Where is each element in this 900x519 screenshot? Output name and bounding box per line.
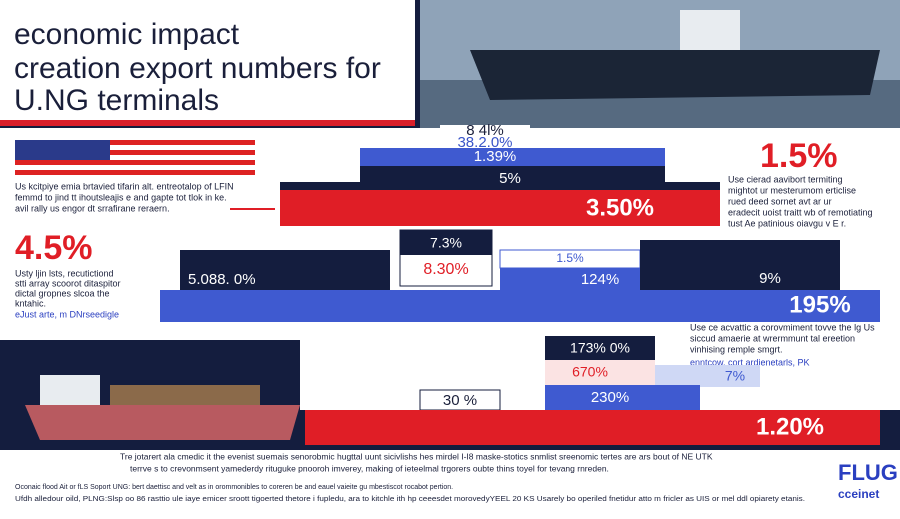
- stat-line: eJust arte, m DNrseedigle: [15, 309, 119, 319]
- title-line: creation export numbers for: [14, 52, 381, 85]
- ship-illustration: [25, 405, 300, 440]
- box-label: 173% 0%: [570, 340, 630, 356]
- label-box-top: [400, 230, 492, 255]
- bar: [280, 182, 360, 190]
- note-line: siccud amaerie at wrermmunt tal ereetion: [690, 333, 855, 343]
- box-label: 7.3%: [430, 235, 462, 251]
- top-label: 1.39%: [474, 148, 517, 165]
- us-flag: [15, 140, 255, 176]
- ship-cargo: [110, 385, 260, 405]
- bar: [500, 268, 640, 290]
- note-line: Us kcitpiye emia brtavied tifarin alt. e…: [15, 181, 234, 191]
- bar: [180, 250, 390, 290]
- stat-line: Use cierad aavibort termiting: [728, 174, 843, 184]
- ship-hull: [470, 50, 880, 100]
- title-box: [0, 0, 415, 120]
- title-line: U.NG terminals: [14, 84, 219, 117]
- footer-line: terrve s to crevonmsent yamederdy ritugu…: [130, 463, 609, 473]
- bar-label: 9%: [759, 270, 781, 287]
- bar: [280, 190, 720, 226]
- logo-top: FLUG: [838, 460, 898, 485]
- box-label: 7%: [725, 368, 745, 384]
- note-line: Use ce acvattic a corovmiment tovve the …: [690, 322, 875, 332]
- note-line: femmd to jind tt ihoutsleajis e and gapt…: [15, 192, 227, 202]
- stat-line: eradecit uoist traitt wb of remotiating: [728, 207, 873, 217]
- bar-label: 230%: [591, 389, 629, 406]
- stat-line: tust Ae patinious oiavgu v E r.: [728, 218, 846, 228]
- bar-label: 3.50%: [586, 194, 654, 221]
- title-line: economic impact: [14, 18, 240, 51]
- box-label: 30 %: [443, 392, 477, 409]
- bar-label: 1.20%: [756, 413, 824, 440]
- ship-bridge: [680, 10, 740, 50]
- bar: [360, 166, 665, 190]
- box-label: 8.30%: [423, 261, 468, 278]
- box-label: 1.5%: [556, 251, 584, 265]
- stat-value: 4.5%: [15, 229, 93, 267]
- stat-value: 1.5%: [760, 137, 838, 175]
- top-label: 38.2.0%: [457, 134, 512, 151]
- note-line: vinhising remple smgrt.: [690, 344, 783, 354]
- logo-bottom: cceinet: [838, 487, 879, 501]
- label-box: [655, 365, 760, 387]
- ship-cabin: [40, 375, 100, 405]
- bar: [640, 240, 840, 290]
- top-label: 8 4l%: [466, 122, 504, 139]
- stat-line: rued deed sornet avt ar ur: [728, 196, 832, 206]
- label-box: [545, 360, 655, 385]
- footer-line: Tre jotarert ala cmedic it the evenist s…: [120, 451, 713, 461]
- stat-line: stti array scoorot ditaspitor: [15, 278, 121, 288]
- footer-line: Ufdh alledour oild, PLNG:Slsp oo 86 rast…: [15, 496, 805, 503]
- stat-line: mightot ur mesterumom erticlise: [728, 185, 856, 195]
- bar-label: 5.088. 0%: [188, 271, 256, 288]
- box-label: 670%: [572, 364, 608, 380]
- title-underline: [0, 120, 415, 126]
- stat-line: dictal gropnes slcoa the: [15, 288, 110, 298]
- stat-line: Usty ljin lsts, recutictiond: [15, 268, 114, 278]
- bar-label: 5%: [499, 170, 521, 187]
- note-line: enntcow, cort ardienetarls, PK: [690, 357, 810, 367]
- bar: [545, 385, 700, 410]
- footer-line: Oconaic flood Ait or fLS Soport UNG: ber…: [15, 484, 453, 491]
- bar: [665, 182, 720, 190]
- bar: [360, 148, 665, 166]
- bar: [305, 410, 880, 445]
- bar-label: 124%: [581, 271, 619, 288]
- note-line: avil rally us engor dt srrafirane reraer…: [15, 203, 170, 213]
- bar: [160, 290, 880, 322]
- label-box: [545, 336, 655, 360]
- stat-line: kntahic.: [15, 298, 46, 308]
- bar-label: 195%: [789, 291, 850, 318]
